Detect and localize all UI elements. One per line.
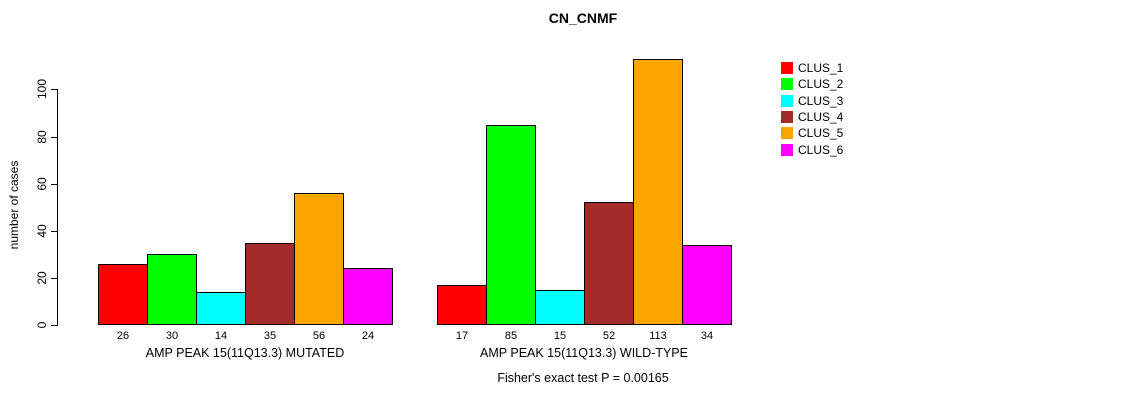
bar-value-label: 56 — [312, 330, 326, 342]
legend-swatch — [781, 110, 793, 123]
bar-value-label: 24 — [361, 330, 375, 342]
y-axis-tick — [51, 278, 57, 279]
bar-value-label: 17 — [455, 330, 469, 342]
legend-swatch — [781, 126, 793, 139]
y-axis-label: number of cases — [7, 160, 21, 250]
legend-item-clus_2: CLUS_2 — [781, 76, 844, 91]
group-label: AMP PEAK 15(11Q13.3) WILD-TYPE — [480, 346, 688, 360]
group-label: AMP PEAK 15(11Q13.3) MUTATED — [145, 346, 345, 360]
y-axis-tick — [51, 89, 57, 90]
bar-clus_3-group2 — [535, 290, 585, 325]
legend-item-clus_1: CLUS_1 — [781, 60, 844, 75]
legend-label: CLUS_4 — [798, 109, 844, 124]
bar-clus_1-group2 — [437, 285, 487, 325]
bar-value-label: 26 — [116, 330, 130, 342]
legend-label: CLUS_6 — [798, 142, 844, 157]
legend-swatch — [781, 94, 793, 107]
bar-value-label: 30 — [165, 330, 179, 342]
y-axis-tick-label: 0 — [35, 321, 49, 329]
y-axis-tick — [51, 231, 57, 232]
legend-item-clus_6: CLUS_6 — [781, 142, 844, 157]
bar-value-label: 113 — [649, 330, 667, 342]
legend-item-clus_5: CLUS_5 — [781, 125, 844, 140]
y-axis-line — [57, 89, 58, 326]
bar-clus_5-group2 — [633, 59, 683, 325]
footer-caption: Fisher's exact test P = 0.00165 — [497, 371, 669, 385]
legend-label: CLUS_1 — [798, 60, 844, 75]
bar-clus_5-group1 — [294, 193, 344, 325]
bar-value-label: 15 — [553, 330, 567, 342]
legend-label: CLUS_3 — [798, 93, 844, 108]
bar-clus_6-group1 — [343, 268, 393, 325]
y-axis-tick-label: 40 — [35, 224, 49, 238]
y-axis-tick-label: 80 — [35, 130, 49, 144]
y-axis-tick — [51, 184, 57, 185]
bar-clus_2-group2 — [486, 125, 536, 325]
legend-item-clus_4: CLUS_4 — [781, 109, 844, 124]
legend-label: CLUS_2 — [798, 76, 844, 91]
y-axis-tick-label: 20 — [35, 271, 49, 285]
y-axis-tick-label: 60 — [35, 177, 49, 191]
bar-value-label: 34 — [700, 330, 714, 342]
bar-clus_2-group1 — [147, 254, 197, 325]
legend-item-clus_3: CLUS_3 — [781, 93, 844, 108]
bar-clus_4-group1 — [245, 243, 295, 325]
y-axis-tick-label: 100 — [35, 78, 49, 100]
bar-clus_6-group2 — [682, 245, 732, 325]
bar-value-label: 35 — [263, 330, 277, 342]
bar-value-label: 85 — [504, 330, 518, 342]
legend-swatch — [781, 77, 793, 90]
chart-title: CN_CNMF — [548, 10, 618, 26]
legend-label: CLUS_5 — [798, 125, 844, 140]
y-axis-tick — [51, 137, 57, 138]
bar-clus_3-group1 — [196, 292, 246, 325]
bar-clus_1-group1 — [98, 264, 148, 325]
legend-swatch — [781, 61, 793, 74]
bar-clus_4-group2 — [584, 202, 634, 325]
legend-swatch — [781, 143, 793, 156]
bar-value-label: 52 — [602, 330, 616, 342]
y-axis-tick — [51, 325, 57, 326]
bar-value-label: 14 — [214, 330, 228, 342]
